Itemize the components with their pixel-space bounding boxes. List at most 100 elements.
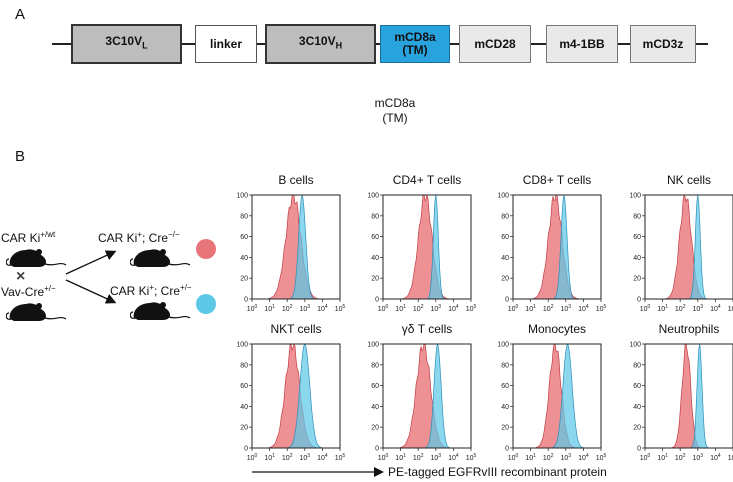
x-tick-label: 101 [395, 453, 406, 462]
tm-note-line2: (TM) [382, 111, 408, 125]
x-tick-label: 105 [335, 304, 346, 313]
histogram-title: Neutrophils [658, 322, 720, 336]
x-tick-label: 105 [466, 453, 477, 462]
x-tick-label: 100 [247, 304, 258, 313]
histogram-title: Monocytes [527, 322, 587, 336]
histogram-frame [644, 343, 733, 449]
y-tick-label: 80 [633, 362, 641, 369]
x-tick-label: 103 [693, 453, 704, 462]
x-tick-label: 103 [300, 304, 311, 313]
y-tick-label: 80 [240, 362, 248, 369]
x-tick-label: 103 [431, 304, 442, 313]
y-tick-label: 20 [501, 276, 509, 283]
x-tick-label: 100 [508, 453, 519, 462]
y-tick-label: 40 [240, 404, 248, 411]
y-tick-label: 0 [637, 446, 641, 453]
y-tick-label: 100 [629, 342, 641, 349]
x-tick-label: 101 [657, 453, 668, 462]
y-tick-label: 100 [367, 193, 379, 200]
x-tick-label: 101 [657, 304, 668, 313]
histogram-title: CD8+ T cells [522, 173, 592, 187]
x-tick-label: 104 [317, 304, 328, 313]
histogram-frame [251, 343, 341, 449]
x-tick-label: 104 [710, 453, 721, 462]
y-tick-label: 40 [501, 255, 509, 262]
histogram-frame [644, 194, 733, 300]
y-tick-label: 20 [240, 425, 248, 432]
x-tick-label: 102 [543, 304, 554, 313]
x-tick-label: 105 [596, 304, 607, 313]
y-tick-label: 100 [497, 193, 509, 200]
histogram-title: γδ T cells [401, 322, 453, 336]
x-tick-label: 102 [675, 453, 686, 462]
histogram-frame [512, 343, 602, 449]
y-tick-label: 80 [371, 362, 379, 369]
y-tick-label: 60 [501, 234, 509, 241]
segment-3c10vl: 3C10VL [71, 24, 182, 64]
x-tick-label: 102 [413, 453, 424, 462]
y-tick-label: 80 [633, 213, 641, 220]
legend-dot-negative [196, 239, 216, 259]
x-tick-label: 100 [378, 453, 389, 462]
y-tick-label: 0 [375, 297, 379, 304]
x-tick-label: 104 [448, 304, 459, 313]
histogram-series-negative [645, 194, 733, 300]
panel-b-label: B [15, 148, 26, 165]
histogram-title: NK cells [666, 173, 711, 187]
y-tick-label: 60 [371, 234, 379, 241]
y-tick-label: 20 [240, 276, 248, 283]
y-tick-label: 80 [501, 362, 509, 369]
x-tick-label: 104 [317, 453, 328, 462]
histogram-frame [382, 343, 472, 449]
y-tick-label: 40 [371, 255, 379, 262]
segment-mcd8a-tm: mCD8a (TM) [380, 25, 450, 63]
histogram-series-negative [645, 343, 733, 449]
x-tick-label: 105 [335, 453, 346, 462]
histogram-frame [512, 194, 602, 300]
offspring2-label: CAR Ki+; Cre+/− [110, 283, 192, 298]
y-tick-label: 40 [633, 404, 641, 411]
y-tick-label: 100 [236, 342, 248, 349]
histogram-series-negative [383, 194, 471, 300]
mouse-parent1-icon [6, 249, 67, 267]
y-tick-label: 0 [244, 297, 248, 304]
y-tick-label: 0 [505, 446, 509, 453]
x-tick-label: 102 [282, 304, 293, 313]
y-tick-label: 100 [497, 342, 509, 349]
x-tick-label: 104 [578, 304, 589, 313]
mouse-offspring1-icon [130, 249, 191, 267]
tm-note: mCD8a (TM) [355, 96, 435, 126]
parent2-label: Vav-Cre+/− [1, 284, 56, 299]
x-tick-label: 105 [466, 304, 477, 313]
x-tick-label: 101 [525, 304, 536, 313]
y-tick-label: 20 [633, 425, 641, 432]
parent1-label: CAR Ki+/wt [1, 230, 56, 245]
x-tick-label: 102 [543, 453, 554, 462]
y-tick-label: 60 [633, 234, 641, 241]
y-tick-label: 60 [633, 383, 641, 390]
x-axis-label: PE-tagged EGFRvIII recombinant protein [388, 465, 607, 479]
x-tick-label: 101 [264, 304, 275, 313]
x-tick-label: 104 [448, 453, 459, 462]
y-tick-label: 0 [244, 446, 248, 453]
segment-mcd3z: mCD3z [630, 25, 696, 63]
x-tick-label: 103 [561, 304, 572, 313]
x-tick-label: 105 [728, 304, 733, 313]
x-tick-label: 100 [247, 453, 258, 462]
y-tick-label: 60 [371, 383, 379, 390]
histogram-frame [251, 194, 341, 300]
y-tick-label: 0 [375, 446, 379, 453]
y-tick-label: 100 [629, 193, 641, 200]
x-tick-label: 100 [508, 304, 519, 313]
legend-dot-positive [196, 294, 216, 314]
x-tick-label: 104 [578, 453, 589, 462]
x-tick-label: 102 [282, 453, 293, 462]
y-tick-label: 60 [240, 234, 248, 241]
histogram-frame [382, 194, 472, 300]
x-tick-label: 100 [640, 304, 651, 313]
